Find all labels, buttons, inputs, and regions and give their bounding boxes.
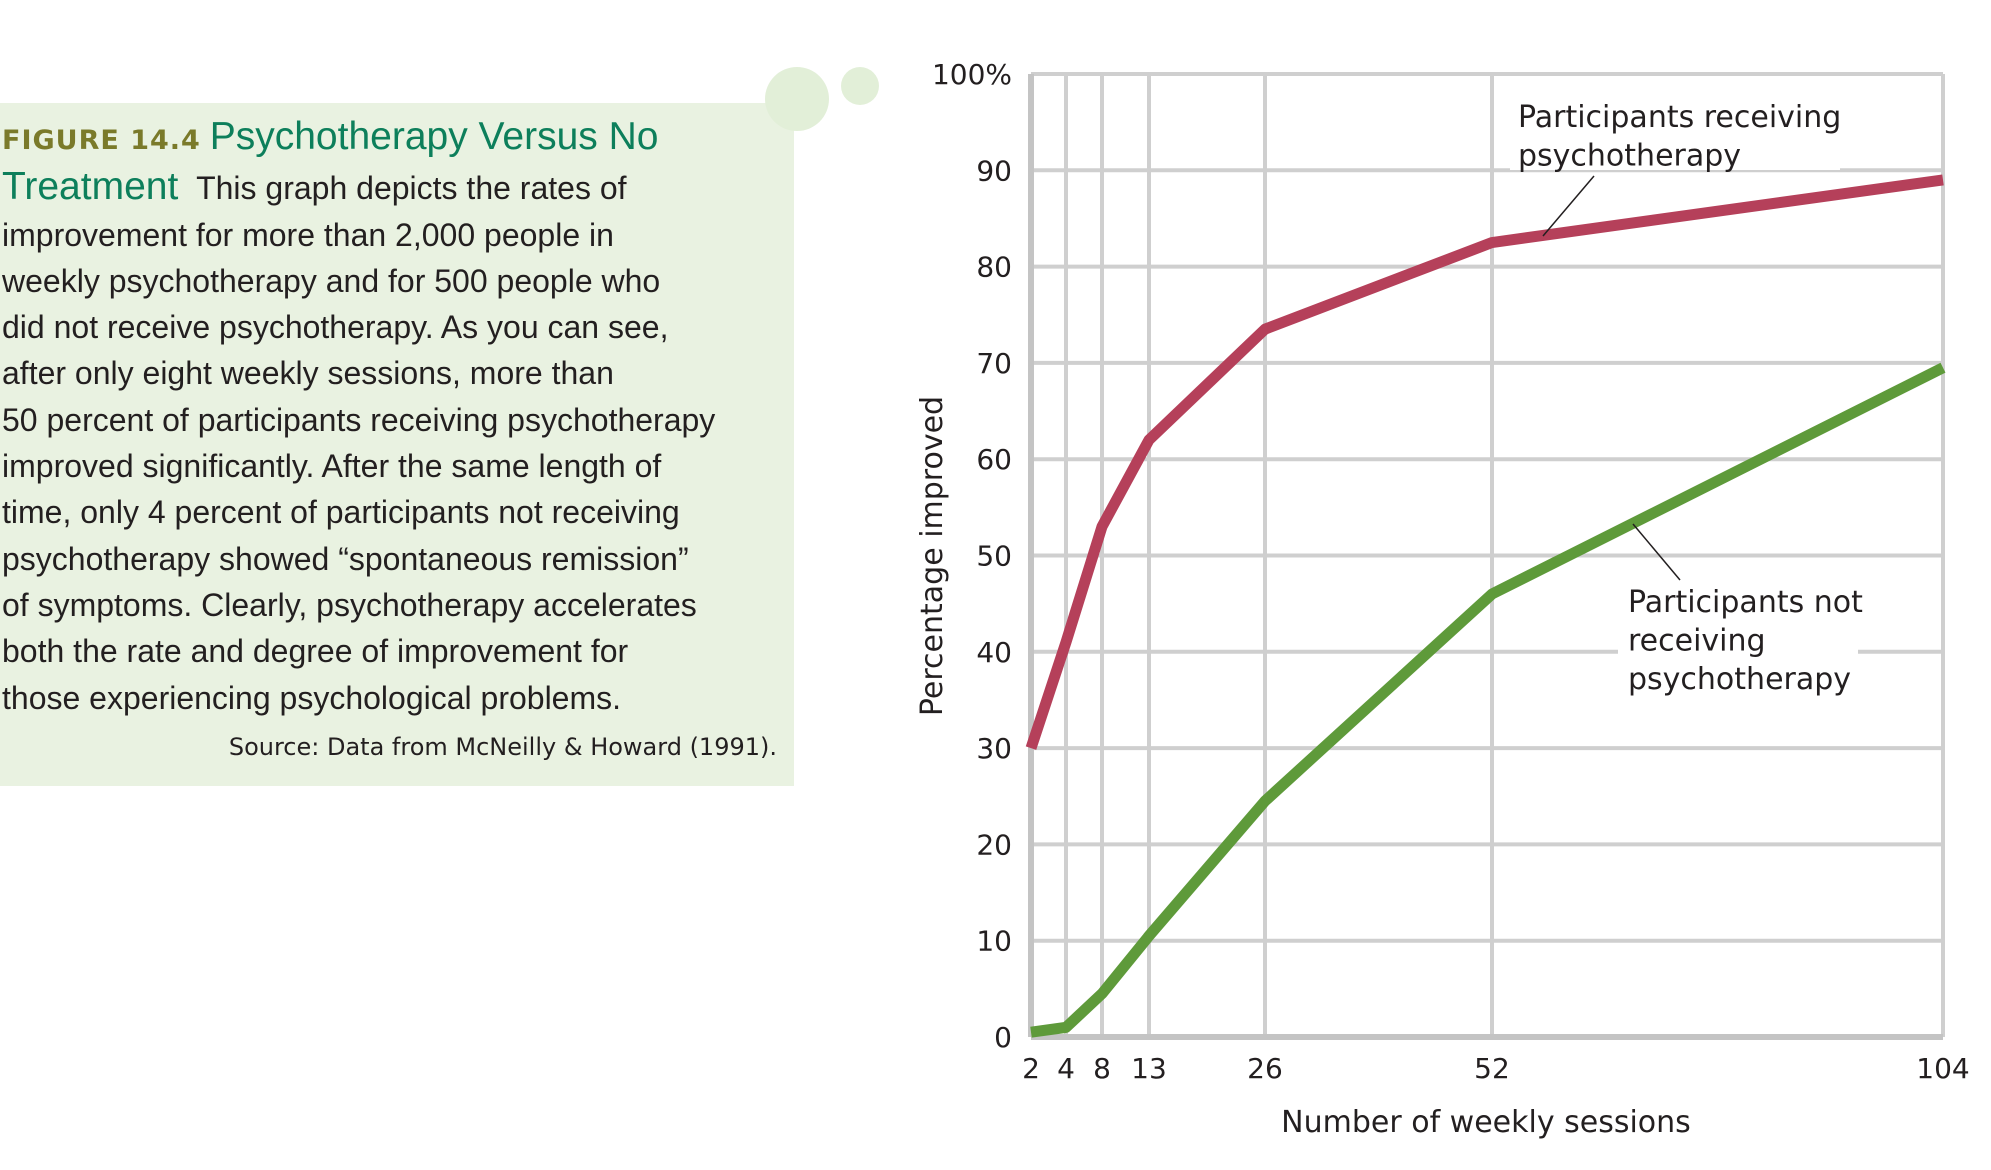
- y-tick-label: 30: [976, 732, 1012, 765]
- caption-line: time, only 4 percent of participants not…: [2, 494, 680, 531]
- y-tick-label: 90: [976, 154, 1012, 187]
- caption-line: improvement for more than 2,000 people i…: [2, 216, 614, 253]
- x-tick-label: 52: [1474, 1052, 1510, 1085]
- leader-line: [1632, 523, 1681, 581]
- y-tick-label: 40: [976, 636, 1012, 669]
- y-tick-label: 0: [994, 1021, 1012, 1054]
- y-tick-label: 10: [976, 925, 1012, 958]
- y-tick-label: 80: [976, 251, 1012, 284]
- y-tick-label: 70: [976, 347, 1012, 380]
- figure-title-cont: Treatment: [2, 165, 179, 209]
- caption-line: both the rate and degree of improvement …: [2, 633, 629, 670]
- series-label: psychotherapy: [1628, 662, 1851, 697]
- caption-line: psychotherapy showed “spontaneous remiss…: [2, 540, 689, 577]
- source-note: Source: Data from McNeilly & Howard (199…: [228, 733, 777, 761]
- caption-text: This graph depicts the rates of: [196, 170, 627, 207]
- figure-label: FIGURE 14.4: [2, 125, 201, 156]
- label-background: [1510, 88, 1840, 170]
- series-line-no-psychotherapy: [1030, 362, 1946, 1038]
- x-tick-label: 26: [1247, 1052, 1283, 1085]
- caption-line: did not receive psychotherapy. As you ca…: [2, 309, 669, 346]
- figure-title: Psychotherapy Versus No: [209, 115, 659, 158]
- caption-line: after only eight weekly sessions, more t…: [2, 355, 614, 392]
- caption-line: of symptoms. Clearly, psychotherapy acce…: [2, 586, 697, 623]
- label-background: [1618, 570, 1858, 696]
- x-tick-label: 4: [1057, 1052, 1075, 1085]
- x-tick-label: 8: [1093, 1052, 1111, 1085]
- y-tick-label: 20: [976, 828, 1012, 861]
- decorative-circle: [765, 67, 829, 131]
- series-label: Participants not: [1628, 585, 1863, 620]
- decorative-circle: [841, 67, 879, 105]
- caption-line: weekly psychotherapy and for 500 people …: [2, 262, 661, 299]
- y-tick-label: 100%: [932, 58, 1012, 91]
- series-label: Participants receiving: [1518, 100, 1841, 135]
- leader-line: [1542, 175, 1595, 237]
- x-tick-label: 104: [1916, 1052, 1969, 1085]
- x-tick-label: 2: [1022, 1052, 1040, 1085]
- series-label: receiving: [1628, 624, 1766, 659]
- figure-caption: FIGURE 14.4 Psychotherapy Versus No Trea…: [2, 114, 792, 721]
- x-axis-label: Number of weekly sessions: [1281, 1105, 1691, 1140]
- series-label: psychotherapy: [1518, 139, 1741, 174]
- y-tick-label: 60: [976, 443, 1012, 476]
- x-tick-label: 13: [1131, 1052, 1167, 1085]
- caption-line: 50 percent of participants receiving psy…: [2, 401, 716, 438]
- caption-line: those experiencing psychological problem…: [2, 679, 622, 716]
- caption-line: improved significantly. After the same l…: [2, 448, 662, 485]
- y-tick-label: 50: [976, 540, 1012, 573]
- caption-box: [0, 103, 794, 786]
- y-axis-label: Percentage improved: [915, 396, 950, 716]
